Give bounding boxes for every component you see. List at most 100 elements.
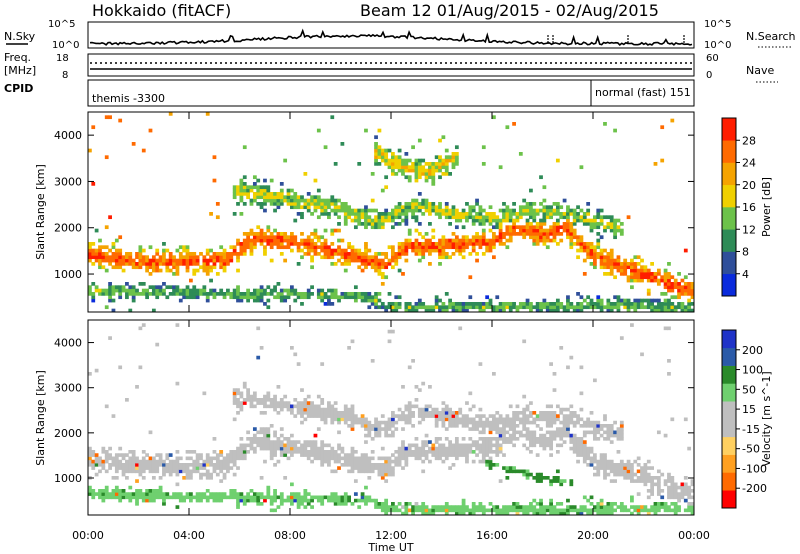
range-time-cell xyxy=(296,202,301,206)
range-time-cell xyxy=(370,198,375,203)
range-time-cell xyxy=(300,420,304,425)
range-time-cell xyxy=(465,414,469,418)
range-time-cell xyxy=(320,198,325,203)
range-time-cell xyxy=(256,178,261,183)
range-time-cell xyxy=(360,414,365,418)
range-time-cell xyxy=(215,463,220,467)
range-time-cell xyxy=(630,262,634,266)
range-time-cell xyxy=(495,305,500,310)
range-time-cell xyxy=(542,476,547,480)
nsearch-dot xyxy=(627,38,629,40)
range-time-cell xyxy=(656,268,661,273)
range-time-cell xyxy=(303,492,308,496)
range-time-cell xyxy=(572,437,577,441)
range-time-cell xyxy=(353,417,358,422)
range-time-cell xyxy=(370,258,375,263)
range-time-cell xyxy=(374,430,378,435)
range-time-cell xyxy=(189,476,193,480)
range-time-cell xyxy=(367,463,372,467)
range-time-cell xyxy=(539,222,543,226)
range-time-cell xyxy=(259,346,264,350)
range-time-cell xyxy=(168,453,173,457)
range-time-cell xyxy=(626,472,631,477)
range-time-cell xyxy=(158,476,163,480)
range-time-cell xyxy=(276,446,281,451)
range-time-cell xyxy=(667,288,671,293)
range-time-cell xyxy=(256,288,261,293)
range-time-cell xyxy=(303,245,308,250)
range-time-cell xyxy=(263,245,267,250)
range-time-cell xyxy=(199,456,203,461)
range-time-cell xyxy=(683,275,688,280)
range-time-cell xyxy=(367,459,372,464)
range-time-cell xyxy=(434,302,439,306)
range-time-cell xyxy=(397,414,402,418)
range-time-cell xyxy=(428,440,432,444)
range-time-cell xyxy=(502,424,506,428)
range-time-cell xyxy=(323,295,328,300)
range-time-cell xyxy=(108,336,112,340)
range-time-cell xyxy=(555,443,560,448)
colorbar-swatch xyxy=(722,490,736,509)
range-time-cell xyxy=(603,511,607,516)
range-time-cell xyxy=(407,245,412,250)
range-time-cell xyxy=(532,208,537,213)
range-time-cell xyxy=(421,305,426,310)
range-time-cell xyxy=(579,218,584,223)
range-time-cell xyxy=(397,165,402,170)
range-time-cell xyxy=(293,288,298,293)
range-time-cell xyxy=(195,495,200,500)
range-time-cell xyxy=(121,472,126,477)
range-time-cell xyxy=(316,292,321,296)
range-time-cell xyxy=(535,305,540,310)
range-time-cell xyxy=(300,443,304,448)
range-time-cell xyxy=(535,417,540,422)
range-time-cell xyxy=(424,443,429,448)
range-time-cell xyxy=(276,292,281,296)
range-time-cell xyxy=(444,417,449,422)
range-time-cell xyxy=(670,476,675,480)
range-time-cell xyxy=(431,453,436,457)
range-time-cell xyxy=(498,446,503,451)
range-time-cell xyxy=(384,420,389,425)
range-time-cell xyxy=(606,502,611,506)
range-time-cell xyxy=(333,228,338,233)
range-time-cell xyxy=(327,498,331,503)
range-time-cell xyxy=(542,440,547,444)
range-time-cell xyxy=(343,208,348,213)
range-time-cell xyxy=(428,262,432,266)
range-time-cell xyxy=(300,411,304,415)
range-time-cell xyxy=(313,414,318,418)
range-time-cell xyxy=(340,414,345,418)
range-time-cell xyxy=(428,411,432,415)
range-time-cell xyxy=(434,407,439,412)
range-time-cell xyxy=(461,511,466,516)
range-time-cell xyxy=(475,440,479,444)
range-time-cell xyxy=(384,459,389,464)
range-time-cell xyxy=(599,215,604,220)
range-time-cell xyxy=(424,168,429,173)
range-time-cell xyxy=(232,417,237,422)
range-time-cell xyxy=(293,443,298,448)
range-time-cell xyxy=(256,295,261,300)
range-time-cell xyxy=(495,238,500,243)
range-time-cell xyxy=(421,248,426,253)
range-time-cell xyxy=(525,208,530,213)
range-time-cell xyxy=(374,466,378,470)
range-time-cell xyxy=(239,245,244,250)
range-time-cell xyxy=(370,463,375,467)
range-time-cell xyxy=(256,225,261,230)
range-time-cell xyxy=(650,302,654,306)
range-time-cell xyxy=(515,308,520,313)
range-time-cell xyxy=(88,288,92,293)
range-time-cell xyxy=(650,262,654,266)
range-time-cell xyxy=(653,298,658,303)
range-time-cell xyxy=(138,495,143,500)
range-time-cell xyxy=(118,446,123,451)
range-time-cell xyxy=(340,208,345,213)
range-time-cell xyxy=(505,511,510,516)
range-time-cell xyxy=(340,411,345,415)
range-time-cell xyxy=(636,479,641,483)
range-time-cell xyxy=(94,258,99,263)
range-time-cell xyxy=(478,417,483,422)
